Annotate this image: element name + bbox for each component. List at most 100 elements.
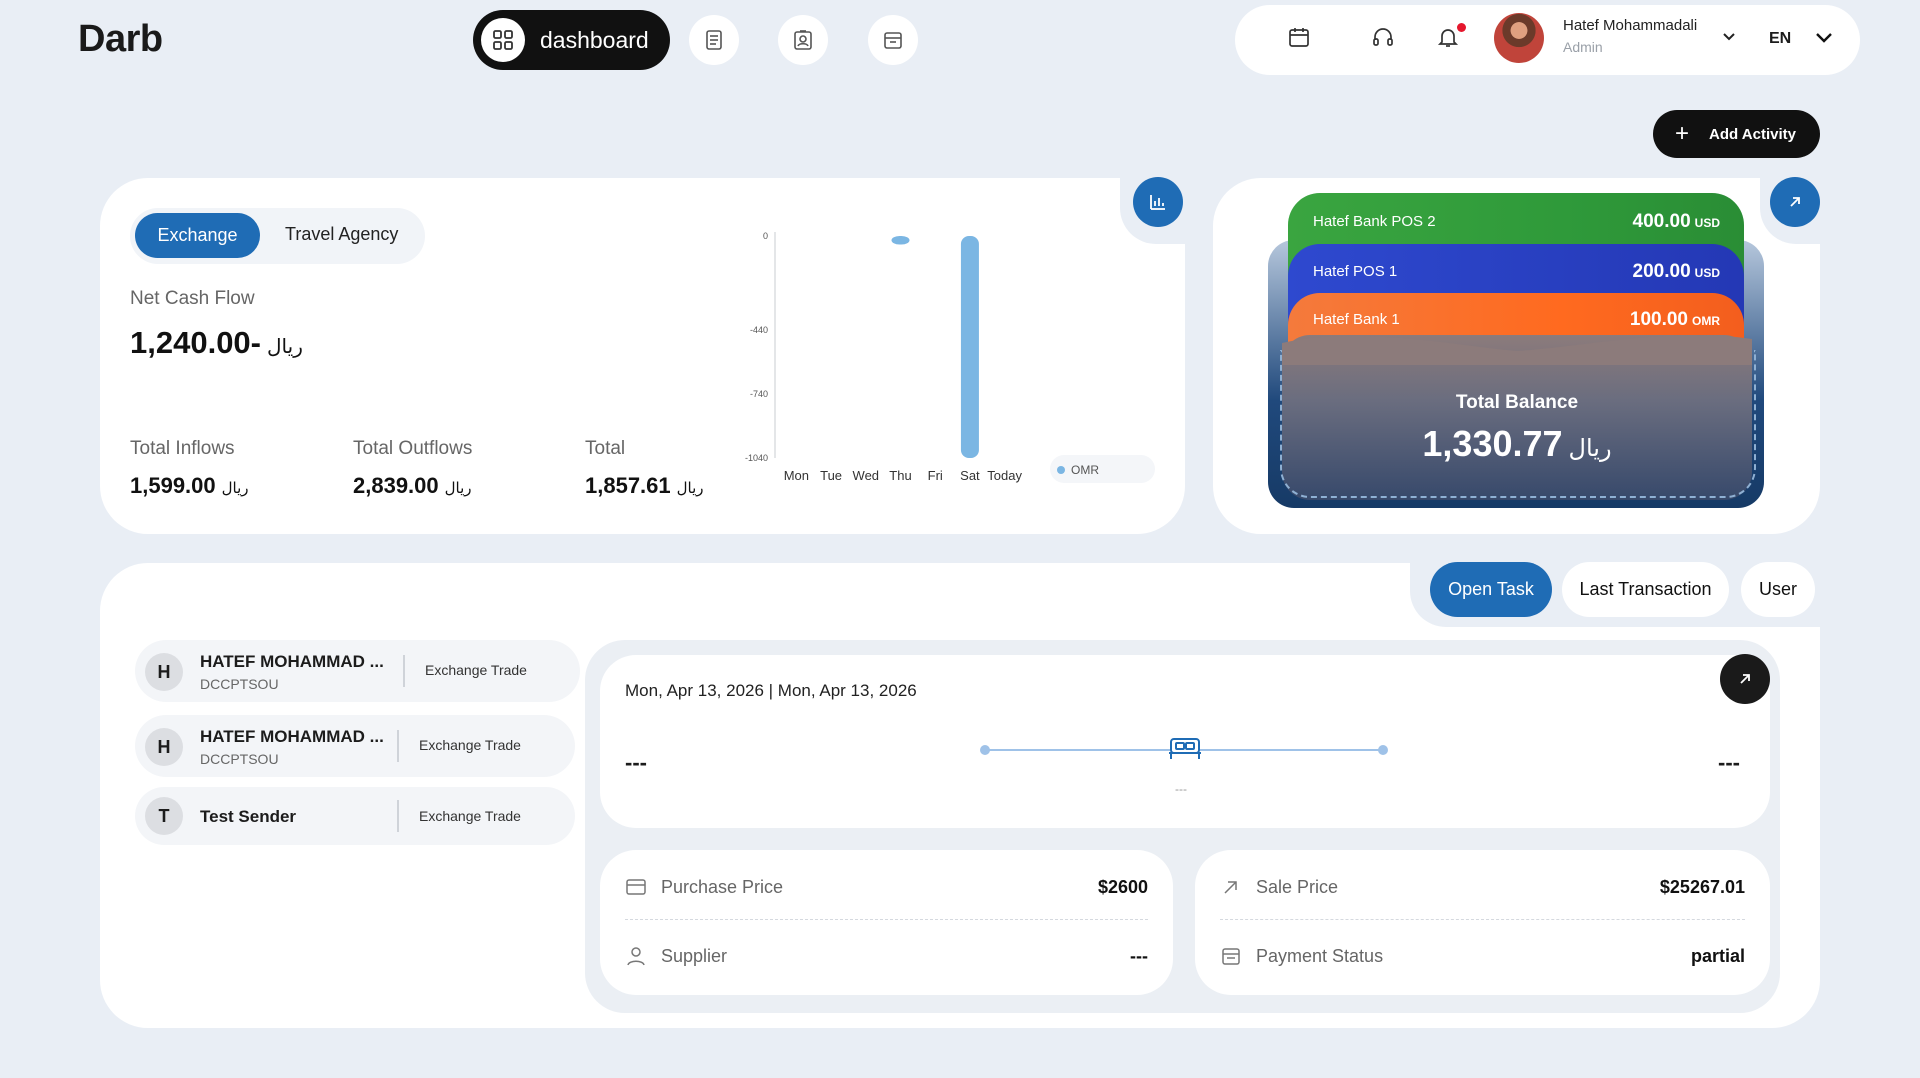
task-name: HATEF MOHAMMAD ... <box>200 652 384 671</box>
credit-card-icon <box>626 879 646 895</box>
balance-amount: 1,330.77 <box>1422 423 1563 464</box>
supplier-value: --- <box>1130 945 1148 966</box>
tab-travel-agency[interactable]: Travel Agency <box>285 224 399 244</box>
timeline-end-dot <box>1378 745 1388 755</box>
balance-dashed-border <box>1280 350 1756 498</box>
x-tick-label: Sat <box>960 468 980 483</box>
timeline-label: --- <box>1175 782 1187 796</box>
user-icon <box>627 947 645 966</box>
total-inflows-label: Total Inflows <box>130 438 235 459</box>
task-item-3[interactable]: T Test Sender Exchange Trade <box>135 787 575 845</box>
task-item-1[interactable]: H HATEF MOHAMMAD ... DCCPTSOU Exchange T… <box>135 640 580 702</box>
wallet-open-button[interactable] <box>1770 177 1820 227</box>
outflows-value: 2,839.00 <box>353 473 439 498</box>
currency: ریال <box>444 480 472 497</box>
currency: USD <box>1694 266 1720 280</box>
legend-label: OMR <box>1071 463 1099 477</box>
divider <box>397 730 399 762</box>
task-avatar: H <box>145 653 183 691</box>
total-balance-label: Total Balance <box>1455 392 1579 413</box>
x-tick-label: Today <box>987 468 1022 483</box>
account-name: Hatef POS 1 <box>1313 263 1398 280</box>
balance-wave <box>1282 335 1752 365</box>
mailbox-icon <box>884 32 902 49</box>
total-outflows-label: Total Outflows <box>353 438 473 459</box>
chart-legend-bg <box>1050 455 1155 483</box>
account-amount: 100.00 OMR <box>1630 309 1720 331</box>
x-tick-label: Mon <box>784 468 809 483</box>
y-tick-label: 0 <box>763 231 768 241</box>
total-outflows-value: 2,839.00 ریال <box>353 473 472 499</box>
language-selector[interactable]: EN <box>1769 30 1792 47</box>
nav-documents-button[interactable] <box>689 15 739 65</box>
inflows-value: 1,599.00 <box>130 473 216 498</box>
total-label: Total <box>585 438 626 459</box>
user-name: Hatef Mohammadali <box>1563 17 1698 34</box>
arrow-up-right-icon <box>1790 197 1800 207</box>
payment-status-row: Payment Status partial <box>1220 922 1745 990</box>
arrow-up-right-icon <box>1740 674 1750 684</box>
purchase-price-label: Purchase Price <box>661 876 784 897</box>
total-amount: 1,857.61 <box>585 473 671 498</box>
wallet-icon <box>1222 948 1240 965</box>
document-icon <box>706 30 722 50</box>
currency: OMR <box>1692 314 1720 328</box>
tab-user[interactable]: User <box>1741 562 1815 617</box>
arrow-up-right-icon <box>1224 881 1237 894</box>
amount: 100.00 <box>1629 309 1688 330</box>
nav-contacts-button[interactable] <box>778 15 828 65</box>
task-avatar: H <box>145 728 183 766</box>
x-tick-label: Fri <box>928 468 943 483</box>
timeline-start-dot <box>980 745 990 755</box>
account-name: Hatef Bank POS 2 <box>1313 213 1436 230</box>
calendar-icon[interactable] <box>1284 22 1314 52</box>
task-sub: DCCPTSOU <box>200 676 279 692</box>
total-inflows-value: 1,599.00 ریال <box>130 473 249 499</box>
divider <box>625 919 1148 920</box>
y-tick-label: -740 <box>750 389 768 399</box>
add-activity-label: Add Activity <box>1709 125 1796 143</box>
currency: ریال <box>221 480 249 497</box>
currency: USD <box>1694 216 1720 230</box>
task-type: Exchange Trade <box>419 737 521 753</box>
tab-open-task[interactable]: Open Task <box>1430 562 1552 617</box>
net-value: 1,240.00- <box>130 325 261 360</box>
user-role: Admin <box>1563 39 1603 55</box>
bell-icon[interactable] <box>1433 22 1463 52</box>
user-menu-chevron-icon[interactable] <box>1720 28 1738 51</box>
account-amount: 400.00 USD <box>1633 211 1720 233</box>
divider <box>397 800 399 832</box>
top-right-bar <box>1235 5 1860 75</box>
nav-inbox-button[interactable] <box>868 15 918 65</box>
nav-dashboard-button[interactable]: dashboard <box>473 10 670 70</box>
task-item-2[interactable]: H HATEF MOHAMMAD ... DCCPTSOU Exchange T… <box>135 715 575 777</box>
currency: ریال <box>676 480 704 497</box>
chart-view-button[interactable] <box>1133 177 1183 227</box>
account-name: Hatef Bank 1 <box>1313 311 1400 328</box>
total-balance-value: 1,330.77 ریال <box>1282 423 1752 465</box>
sale-price-label: Sale Price <box>1256 876 1339 897</box>
avatar[interactable] <box>1494 13 1544 63</box>
chart-bar <box>891 236 910 245</box>
plus-icon: + <box>1675 120 1690 147</box>
purchase-price-row: Purchase Price $2600 <box>625 853 1148 921</box>
bar-chart-icon <box>1150 195 1165 210</box>
y-tick-label: -1040 <box>745 453 768 463</box>
supplier-label: Supplier <box>661 945 728 966</box>
amount: 200.00 <box>1632 261 1691 282</box>
divider <box>403 655 405 687</box>
legend-swatch <box>1057 466 1065 474</box>
language-chevron-icon[interactable] <box>1813 27 1835 54</box>
open-task-button[interactable] <box>1720 654 1770 704</box>
net-cash-flow-label: Net Cash Flow <box>130 288 255 309</box>
payment-status-value: partial <box>1690 945 1745 966</box>
purchase-info-card: Purchase Price $2600 Supplier --- <box>600 850 1173 995</box>
sale-price-row: Sale Price $25267.01 <box>1220 853 1745 921</box>
add-activity-button[interactable]: + Add Activity <box>1653 110 1820 158</box>
headset-icon[interactable] <box>1368 22 1398 52</box>
task-origin: --- <box>625 750 647 775</box>
tab-last-transaction[interactable]: Last Transaction <box>1562 562 1729 617</box>
task-type: Exchange Trade <box>419 808 521 824</box>
tab-exchange[interactable]: Exchange <box>135 213 260 258</box>
currency: ریال <box>267 336 303 358</box>
